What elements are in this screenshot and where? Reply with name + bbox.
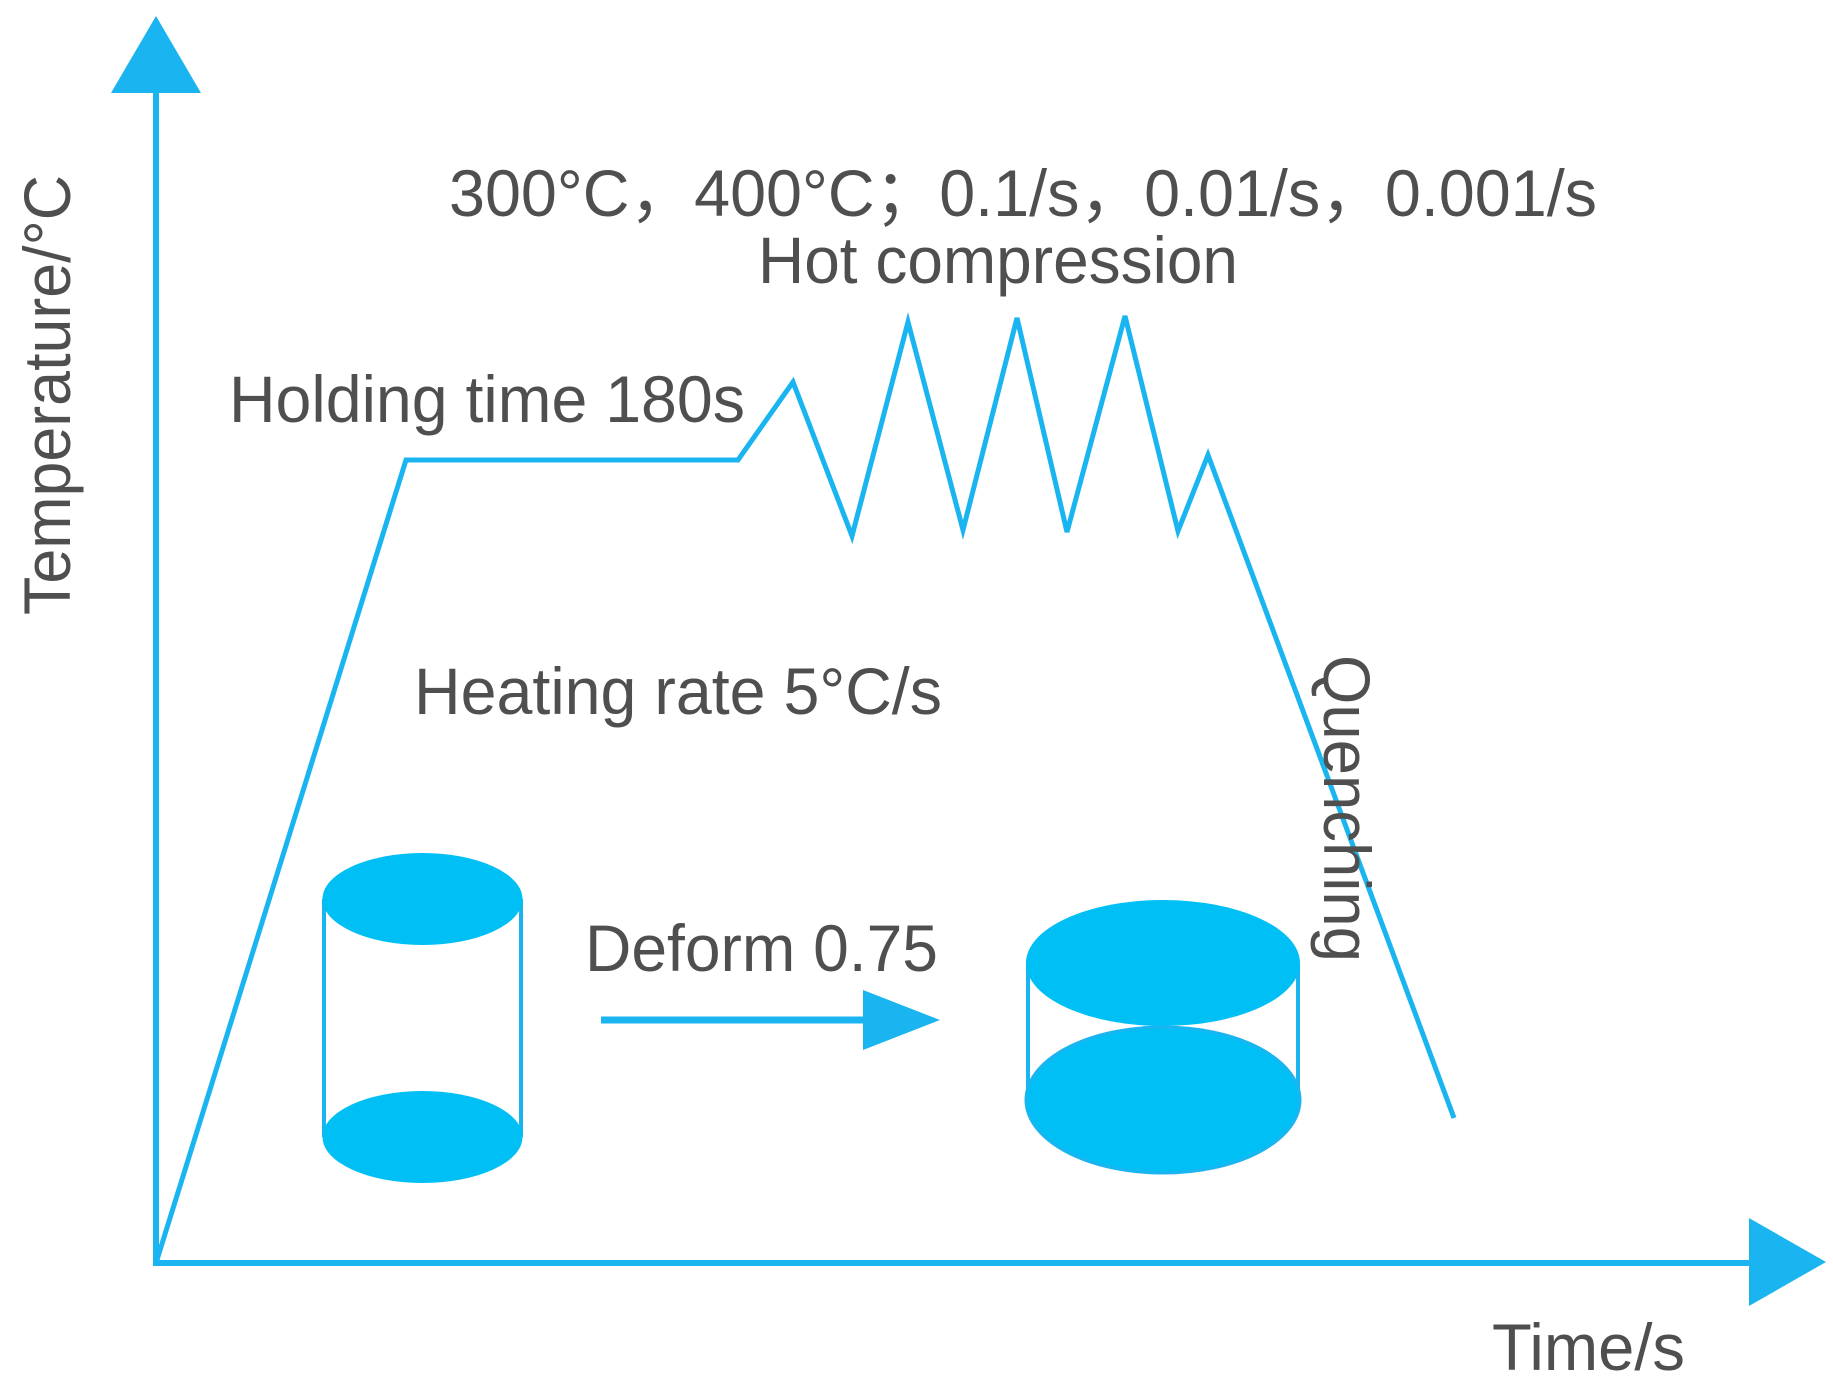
- x-axis-label: Time/s: [1492, 1310, 1685, 1378]
- cylinder-after-icon: [1024, 900, 1302, 1175]
- cylinder-before-icon: [322, 853, 523, 1183]
- y-axis-label: Temperature/°C: [10, 175, 84, 615]
- holding-time-label: Holding time 180s: [229, 362, 745, 436]
- deform-label: Deform 0.75: [585, 911, 938, 985]
- x-axis-arrowhead: [1749, 1218, 1826, 1306]
- y-axis-arrowhead: [111, 16, 201, 93]
- deform-arrow: [601, 990, 940, 1050]
- conditions-label: 300°C，400°C；0.1/s，0.01/s，0.001/s: [449, 156, 1597, 230]
- temperature-profile-line: [153, 312, 1457, 1264]
- heating-rate-label: Heating rate 5°C/s: [414, 654, 942, 728]
- quenching-label: Quenching: [1310, 655, 1384, 962]
- hot-compression-label: Hot compression: [758, 223, 1238, 297]
